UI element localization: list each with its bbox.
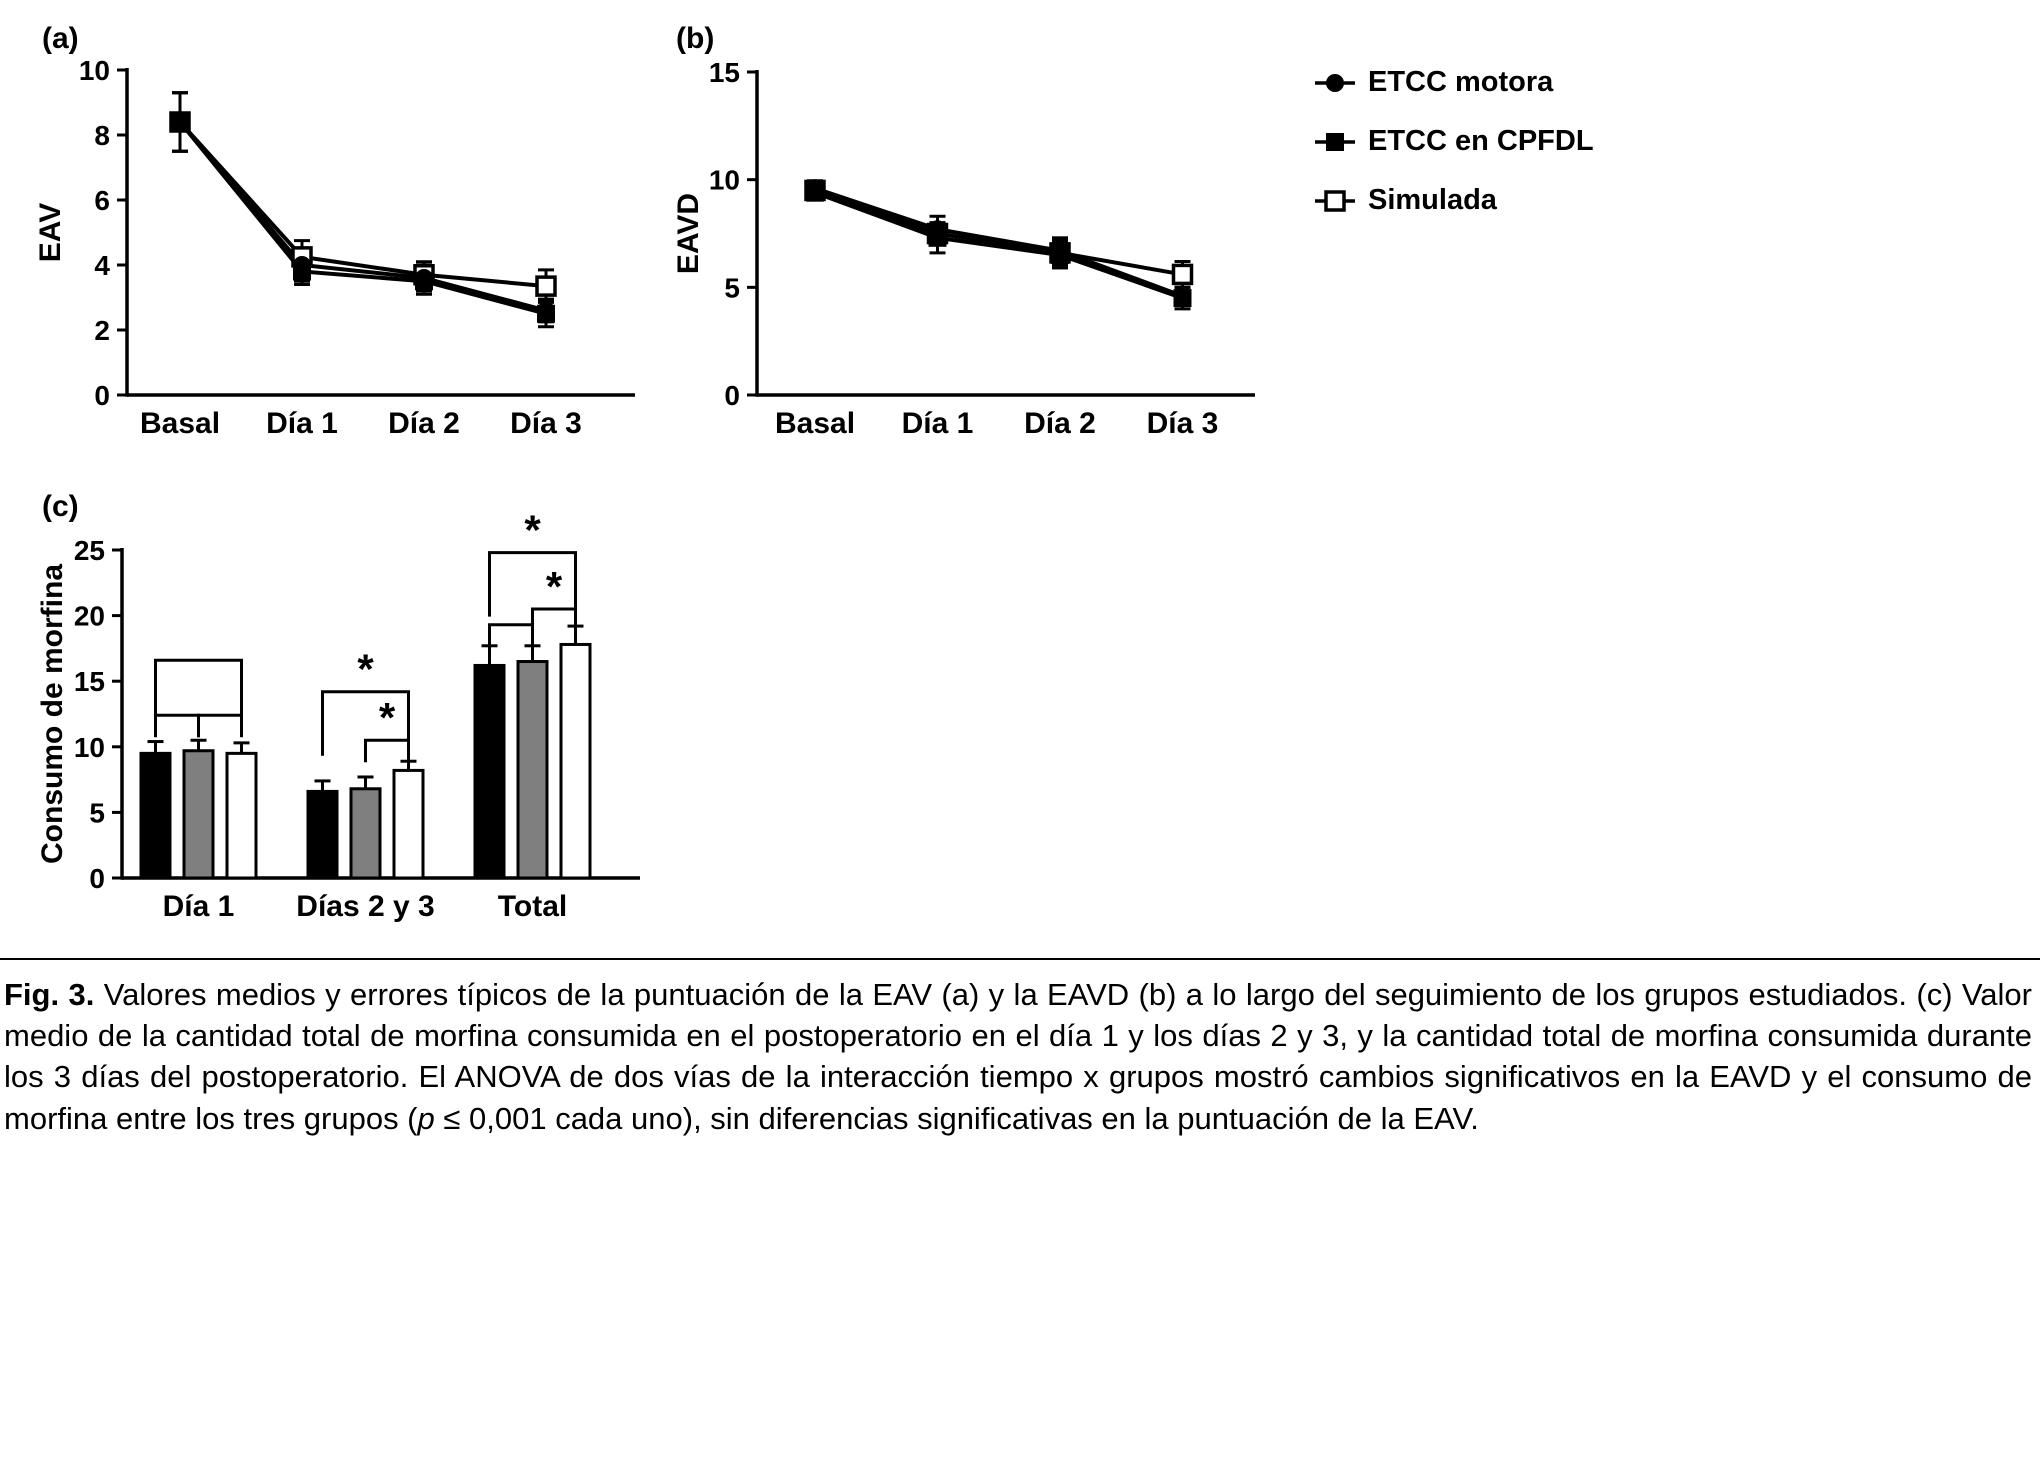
svg-text:*: * [546,563,563,610]
svg-text:Día 1: Día 1 [163,890,235,923]
legend-item-simulada: Simulada [1312,184,1594,217]
svg-text:Basal: Basal [140,407,220,440]
series [169,91,557,329]
caption-text-1: Valores medios y errores típicos de la p… [4,977,2032,1136]
bracket [154,658,243,725]
caption-text-2: ≤ 0,001 cada uno), sin diferencias signi… [434,1100,1479,1136]
bars [139,624,592,880]
bar [559,642,592,880]
series [804,179,1194,311]
figure-caption: Fig. 3. Valores medios y errores típicos… [0,958,2040,1139]
open-square-icon [1315,189,1355,212]
bar [473,663,506,880]
bracket [197,713,243,738]
svg-text:Día 3: Día 3 [510,407,582,440]
bar [182,749,215,880]
bar [392,768,425,880]
bracket [488,623,534,647]
caption-p-symbol: p [417,1100,435,1136]
bar [306,789,339,880]
svg-text:*: * [524,507,541,554]
significance-brackets: **** [154,507,577,763]
svg-text:Día 3: Día 3 [1147,407,1219,440]
filled-circle-icon [1315,73,1355,92]
svg-text:EAVD: EAVD [672,193,705,274]
marker-open-square [535,275,557,297]
bracket [531,607,577,632]
svg-text:25: 25 [74,535,105,566]
svg-text:Día 2: Día 2 [1024,407,1096,440]
svg-text:Total: Total [498,890,567,923]
morphine-bar-chart: 0 5 10 15 20 25 Día 1 Días 2 y 3 Total Consumo de… [36,507,640,923]
caption-figure-number: Fig. 3. [4,977,95,1012]
svg-text:Basal: Basal [775,407,855,440]
bar [225,751,258,880]
marker-filled-circle [293,256,311,274]
legend-label-etcc-cpfdl: ETCC en CPFDL [1368,125,1594,157]
svg-text:6: 6 [94,185,110,216]
marker-filled-circle [928,220,947,239]
axes: 0 5 10 15 Basal Día 1 Día 2 Día 3 [709,57,1255,440]
panel-label-b: (b) [676,22,715,55]
svg-text:4: 4 [94,250,110,281]
legend-label-etcc-motora: ETCC motora [1368,66,1554,98]
filled-square-icon [1315,132,1355,151]
eav-line-chart: 0 2 4 6 8 10 Basal Día 1 Día 2 Día 3 EAV [34,55,635,440]
svg-text:EAV: EAV [34,203,67,262]
eavd-line-chart: 0 5 10 15 Basal Día 1 Día 2 Día 3 EAVD [672,57,1255,440]
marker-filled-circle [415,269,433,287]
svg-text:0: 0 [89,863,105,894]
marker-open-square [1171,263,1194,286]
legend-label-simulada: Simulada [1368,184,1497,216]
svg-text:10: 10 [79,55,110,86]
svg-text:5: 5 [89,797,105,828]
svg-text:Día 1: Día 1 [902,407,974,440]
chart-legend: ETCC motora ETCC en CPFDL Simulada [1312,66,1594,217]
legend-item-etcc-cpfdl: ETCC en CPFDL [1312,125,1594,158]
bracket [364,738,410,763]
bar [139,751,172,880]
legend-item-etcc-motora: ETCC motora [1312,66,1594,99]
marker-filled-circle [537,301,555,320]
svg-text:Consumo de morfina: Consumo de morfina [36,564,69,864]
svg-text:0: 0 [724,380,740,411]
bar [516,660,549,880]
svg-text:Días 2 y 3: Días 2 y 3 [296,890,434,923]
svg-text:10: 10 [709,165,740,196]
svg-text:15: 15 [74,666,105,697]
svg-text:2: 2 [94,315,110,346]
marker-filled-circle [806,179,824,198]
svg-text:15: 15 [709,57,740,88]
bracket [321,690,410,756]
bracket [488,551,577,617]
marker-filled-circle [1173,286,1192,305]
svg-text:Día 1: Día 1 [266,407,338,440]
svg-text:8: 8 [94,120,110,151]
svg-text:0: 0 [94,380,110,411]
marker-filled-circle [1051,241,1069,260]
axes: 0 2 4 6 8 10 Basal Día 1 Día 2 Día 3 [79,55,635,440]
panel-label-a: (a) [42,22,79,55]
svg-text:Día 2: Día 2 [388,407,460,440]
svg-text:5: 5 [724,272,740,303]
panel-label-c: (c) [42,490,79,523]
svg-text:*: * [379,694,396,741]
svg-text:20: 20 [74,601,105,632]
svg-text:*: * [357,646,374,693]
bar [349,787,382,880]
axes: 0 5 10 15 20 25 Día 1 Días 2 y 3 Total [74,535,640,923]
svg-text:10: 10 [74,732,105,763]
bracket [154,713,200,738]
marker-filled-circle [171,113,189,131]
